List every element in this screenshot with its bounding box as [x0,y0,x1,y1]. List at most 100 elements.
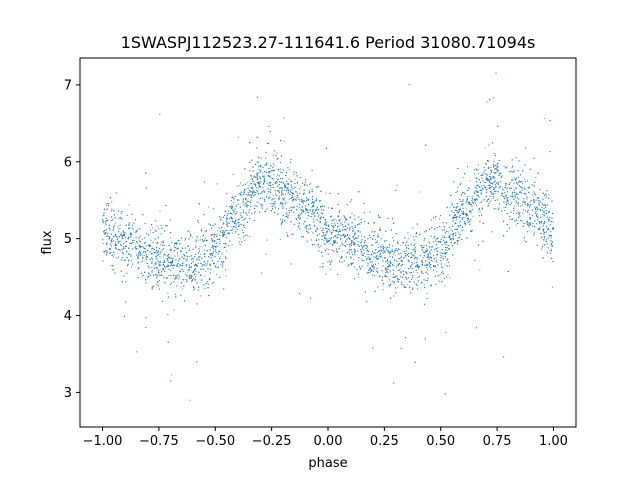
data-point [304,201,306,203]
data-point [269,175,271,177]
data-point [341,242,343,244]
data-point [136,351,138,353]
data-point [233,211,235,213]
data-point [517,223,519,224]
data-point [104,233,106,235]
data-point [226,229,228,231]
data-point [162,261,164,263]
data-point [309,210,311,212]
data-point [487,199,489,201]
data-point [282,198,284,200]
data-point [375,263,376,265]
data-point [115,241,117,243]
data-point [414,252,416,254]
data-point [257,192,259,194]
data-point [359,267,361,269]
data-point [441,244,443,246]
data-point [527,223,529,225]
data-point [526,220,528,222]
data-point [266,239,268,241]
data-point [251,196,253,198]
data-point [104,251,106,253]
data-point [404,253,406,254]
data-point [108,235,110,237]
data-point [252,192,254,194]
data-point [147,256,149,258]
data-point [525,147,527,149]
data-point [149,229,151,231]
data-point [341,257,343,259]
data-point [220,264,222,266]
data-point [421,270,423,272]
data-point [179,270,181,272]
data-point [247,182,249,184]
data-point [356,237,357,239]
data-point [204,264,206,266]
data-point [147,244,149,246]
data-point [211,283,213,285]
data-point [494,153,496,155]
data-point [548,228,550,230]
data-point [249,205,251,207]
data-point [195,241,197,243]
data-point [278,197,280,199]
data-point [328,260,330,262]
data-point [297,194,299,196]
data-point [495,165,497,167]
data-point [272,184,274,186]
data-point [128,253,130,255]
data-point [370,268,372,270]
data-point [324,234,326,236]
data-point [417,288,419,290]
data-point [339,245,341,247]
data-point [145,282,147,284]
data-point [243,219,245,221]
data-point [443,237,445,239]
data-point [520,174,521,176]
data-point [360,251,362,253]
data-point [226,205,228,207]
data-point [377,233,379,235]
data-point [124,301,126,303]
data-point [357,245,359,247]
data-point [462,191,464,193]
data-point [501,210,503,212]
data-point [390,260,392,262]
data-point [523,178,525,180]
data-point [534,208,536,210]
data-point [115,222,117,224]
data-point [537,217,539,219]
data-point [294,199,296,201]
data-point [374,252,376,254]
data-point [421,272,423,274]
data-point [230,206,232,208]
data-point [458,206,460,208]
data-point [121,210,123,212]
data-point [410,266,412,267]
data-point [207,206,209,208]
data-point [521,187,523,189]
data-point [213,246,215,248]
data-point [539,200,541,202]
data-point [232,173,234,175]
data-point [543,208,545,210]
data-point [437,247,439,249]
data-point [414,247,416,249]
data-point [279,162,281,164]
data-point [444,393,446,395]
data-point [245,203,247,205]
data-point [442,235,444,237]
data-point [547,228,549,230]
data-point [428,264,430,266]
data-point [479,269,481,271]
data-point [175,247,177,249]
data-point [110,220,112,222]
data-point [430,256,432,258]
data-point [435,261,437,263]
data-point [475,202,477,204]
data-point [362,246,364,248]
data-point [506,230,508,232]
data-point [232,213,234,215]
data-point [309,216,311,218]
data-point [482,199,484,201]
